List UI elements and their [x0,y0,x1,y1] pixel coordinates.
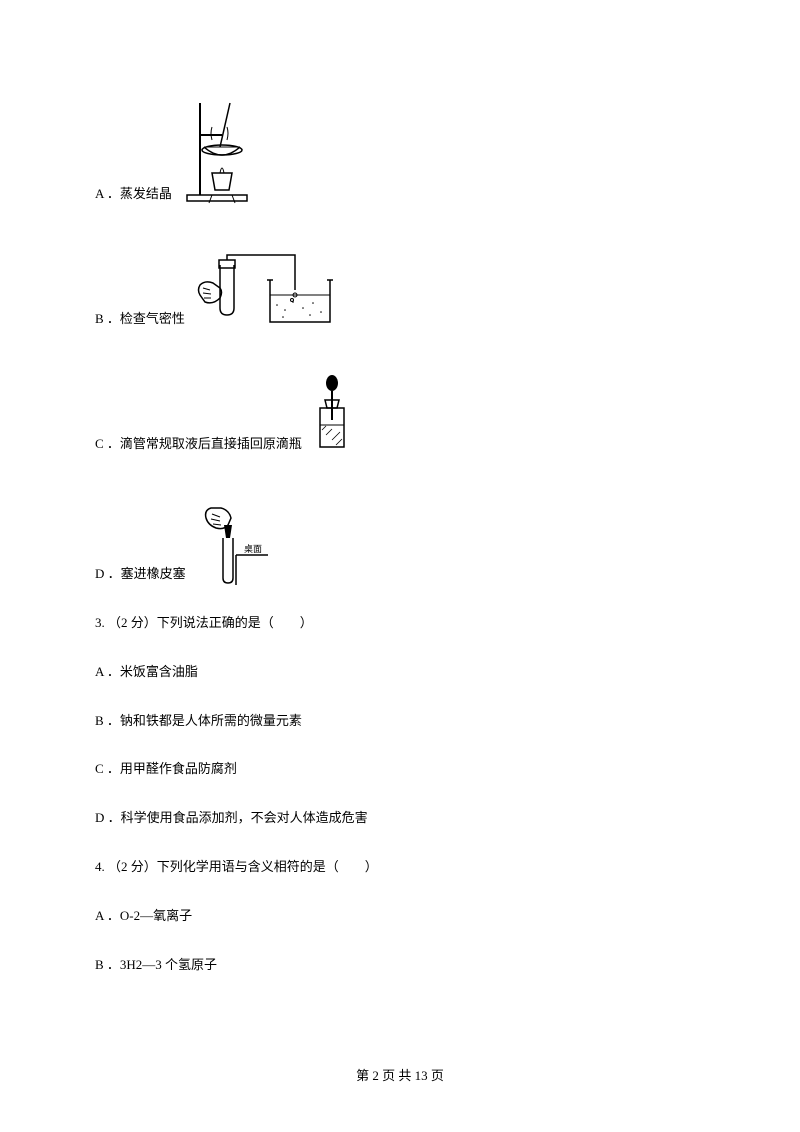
option-d-row: D ．塞进橡皮塞 桌面 [95,500,705,585]
question-3-option-a: A ．米饭富含油脂 [95,662,705,683]
svg-text:桌面: 桌面 [244,543,262,554]
question-4-option-b: B ．3H2—3 个氢原子 [95,955,705,976]
question-3-option-b: B ．钠和铁都是人体所需的微量元素 [95,711,705,732]
stopper-diagram: 桌面 [196,500,271,585]
option-b-row: B ．检查气密性 [95,250,705,330]
option-a-row: A ．蒸发结晶 [95,95,705,205]
question-3-option-c: C ．用甲醛作食品防腐剂 [95,759,705,780]
question-3-prompt: 3. （2 分）下列说法正确的是（ ） [95,613,705,634]
option-d-label: D ．塞进橡皮塞 [95,564,186,585]
dropper-bottle-diagram [312,375,352,455]
question-4-prompt: 4. （2 分）下列化学用语与含义相符的是（ ） [95,857,705,878]
option-c-row: C ．滴管常规取液后直接插回原滴瓶 [95,375,705,455]
page-footer: 第 2 页 共 13 页 [0,1065,800,1084]
question-3-option-d: D ．科学使用食品添加剂，不会对人体造成危害 [95,808,705,829]
airtight-check-diagram [195,250,340,330]
page-content: A ．蒸发结晶 [0,0,800,1063]
option-c-label: C ．滴管常规取液后直接插回原滴瓶 [95,434,302,455]
evaporation-diagram [182,95,262,205]
option-a-label: A ．蒸发结晶 [95,184,172,205]
question-4-option-a: A ．O-2—氧离子 [95,906,705,927]
option-b-label: B ．检查气密性 [95,309,185,330]
